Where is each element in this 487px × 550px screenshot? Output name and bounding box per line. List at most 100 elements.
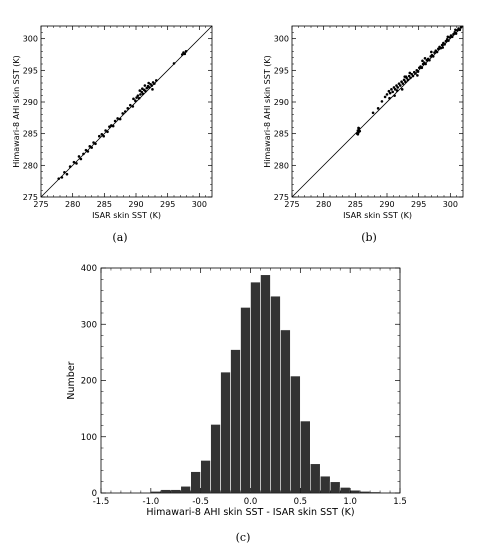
data-point [435,50,439,54]
data-point [111,124,115,128]
histogram-bar [250,281,261,494]
y-tick-label: 295 [23,66,38,75]
data-point [143,84,147,87]
plot-frame [291,25,464,198]
data-point [383,95,387,99]
data-point [79,157,83,161]
histogram-bar [290,375,301,494]
data-point [431,55,435,58]
data-point [446,35,450,39]
data-point [154,79,158,82]
y-tick-label: 300 [23,35,38,44]
scatter-panel-a: 275 280 285 290 295 300 275 280 285 290 295 300 ISAR… [12,25,213,220]
x-tick-label: -0.5 [192,497,209,507]
y-axis-label: Number [66,361,77,399]
data-point [77,155,81,158]
data-point [393,94,396,97]
x-axis-label: ISAR skin SST (K) [92,211,161,220]
data-point [459,25,463,29]
data-point [102,134,105,138]
y-axis-label: Himawari-8 AHI skin SST (K) [263,55,272,168]
data-point [437,47,440,51]
data-point [75,162,78,165]
data-point [391,90,395,94]
data-point [430,50,433,54]
histogram-bar [339,487,351,494]
data-point [131,105,135,108]
data-point [356,133,360,136]
histogram-bar [309,463,321,494]
histogram-bar [319,475,331,494]
data-point [416,74,419,77]
data-point [410,72,414,76]
data-point [400,80,403,84]
data-point [441,46,445,49]
y-axis-label: Himawari-8 AHI skin SST (K) [12,55,21,168]
data-point [444,39,448,43]
data-point [395,89,399,92]
data-point [57,177,61,180]
data-point [144,89,147,93]
panel-label-b: (b) [361,231,377,244]
y-tick-label: 295 [274,66,289,75]
x-tick-label: 275 [284,200,299,209]
data-point [108,125,111,128]
y-tick-label: 300 [81,320,97,330]
data-point [92,141,95,144]
data-point [184,50,188,53]
data-point [357,126,360,130]
data-point [411,74,415,78]
x-tick-label: 290 [379,200,394,209]
data-point [141,87,144,90]
data-point [396,86,400,89]
data-point [129,103,132,107]
data-point [428,58,431,62]
data-point [100,133,104,136]
data-point [116,117,119,120]
data-point [82,152,85,156]
x-tick-label: 275 [33,200,48,209]
data-point [420,66,424,70]
data-point [452,32,455,36]
x-tick-label: 285 [97,200,112,209]
data-point [447,39,450,42]
data-point [393,88,397,91]
x-tick-label: 290 [128,200,143,209]
histogram-bar [270,295,281,494]
y-tick-label: 280 [274,161,289,170]
x-tick-label: -1.5 [93,497,110,507]
data-point [401,82,405,85]
histogram-bar [180,485,192,494]
data-point [440,43,444,47]
data-point [388,96,391,100]
data-point [371,111,375,115]
x-tick-label: 285 [348,200,363,209]
panel-label-c: (c) [236,531,251,544]
data-point [380,100,384,103]
data-point [390,88,393,91]
histogram-bar [240,307,251,494]
x-axis-label: Himawari-8 AHI skin SST - ISAR skin SST … [146,507,354,518]
data-point [88,145,92,148]
histogram-bar [190,471,201,494]
data-point [97,134,101,138]
data-point [134,99,137,103]
data-point [147,81,150,85]
data-point [150,84,154,87]
data-point [404,80,407,84]
histogram-bar [300,420,311,494]
y-tick-label: 290 [23,98,38,107]
x-tick-label: 300 [443,200,458,209]
data-point [443,43,446,46]
y-tick-label: 285 [274,130,289,139]
data-point [118,117,122,121]
y-tick-label: 200 [81,377,97,387]
data-point [183,52,187,56]
data-point [121,112,124,115]
data-point [60,176,64,179]
data-point [424,62,427,66]
data-point [172,62,176,65]
data-point [407,74,411,78]
data-point [458,28,462,32]
histogram-bar [160,489,172,494]
